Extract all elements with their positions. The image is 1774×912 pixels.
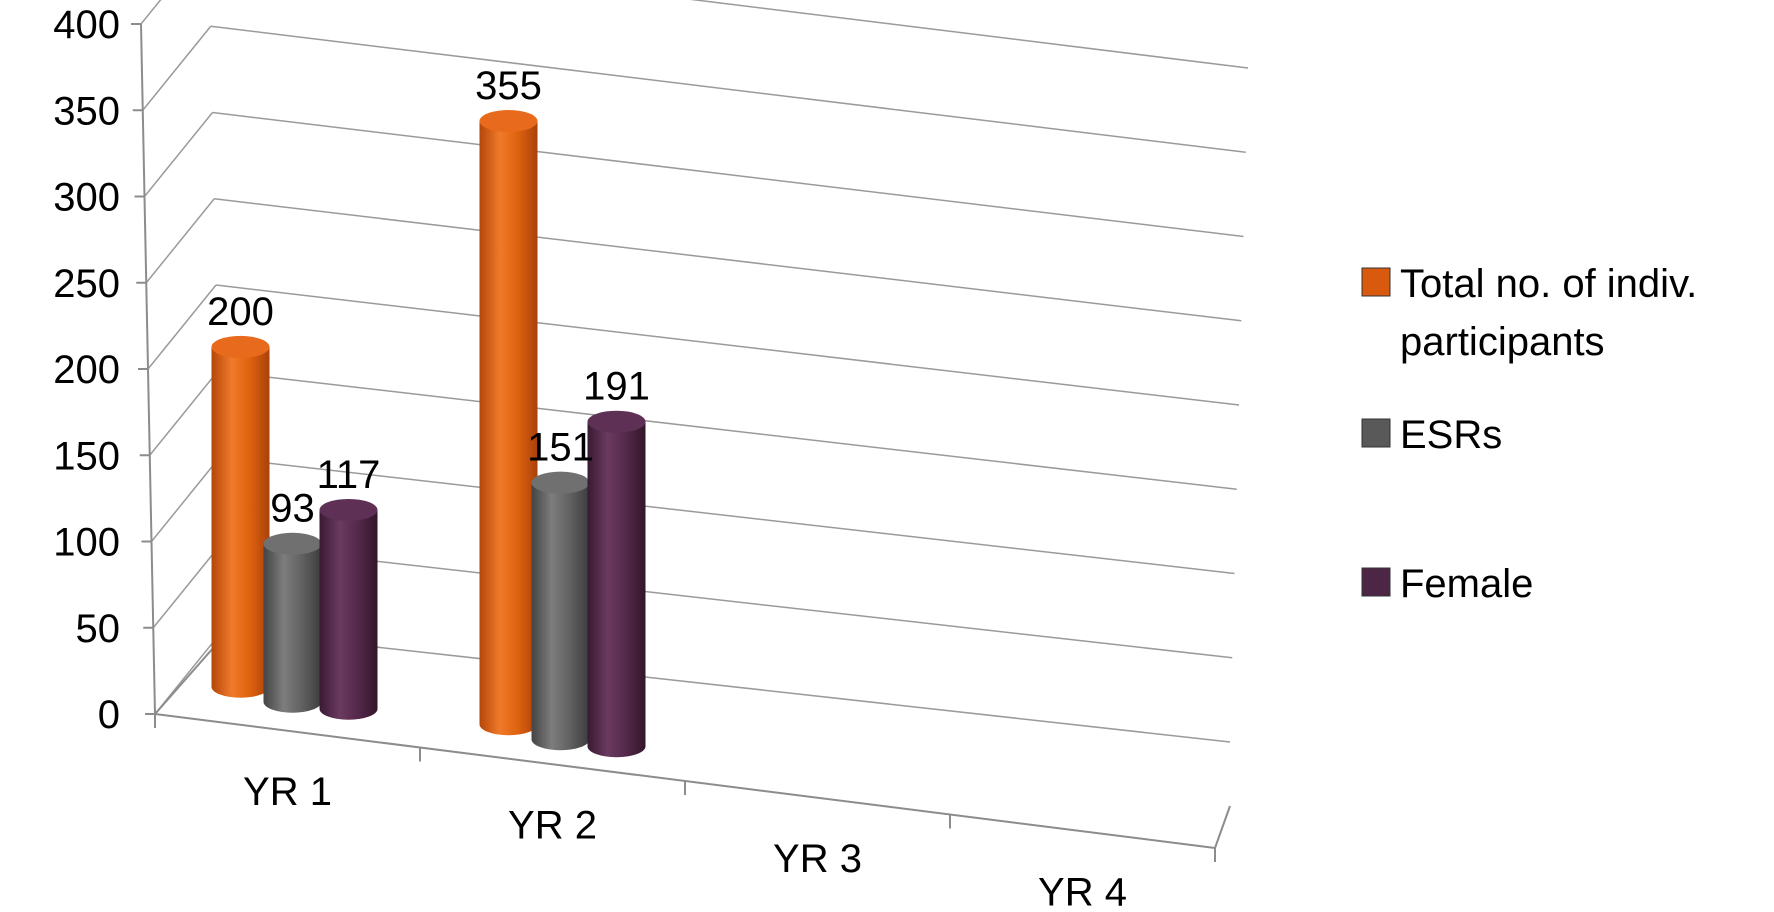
bar-body xyxy=(263,543,322,713)
legend-label: ESRs xyxy=(1400,413,1502,457)
bar xyxy=(263,532,322,713)
gridline-left-wall xyxy=(147,284,217,370)
y-tick-label: 350 xyxy=(53,89,120,133)
gridline-left-wall xyxy=(140,0,162,25)
y-tick-label: 0 xyxy=(98,693,120,737)
gridlines xyxy=(140,0,1249,743)
y-tick-label: 150 xyxy=(53,434,120,478)
gridline-left-wall xyxy=(152,543,222,629)
y-tick-label: 50 xyxy=(76,607,121,651)
bar-body xyxy=(531,482,590,751)
x-axis-category-labels: YR 1 YR 2 YR 3 YR 4 xyxy=(243,770,1127,912)
gridline-back-wall xyxy=(219,456,1235,575)
data-labels: 200 355 93 151 117 191 xyxy=(207,64,650,531)
data-label: 355 xyxy=(475,64,542,108)
y-tick-label: 200 xyxy=(53,348,120,392)
bar-cap xyxy=(479,110,538,133)
gridline-back-wall xyxy=(689,0,1249,69)
bar-cap xyxy=(319,498,378,521)
gridline-back-wall xyxy=(212,111,1244,238)
gridline-left-wall xyxy=(149,370,219,456)
gridline-back-wall xyxy=(221,543,1233,659)
bar-body xyxy=(211,346,270,698)
bar-cap xyxy=(587,410,646,433)
bar xyxy=(479,110,538,736)
gridline-left-wall xyxy=(143,112,214,197)
gridline-back-wall xyxy=(217,370,1237,490)
legend-label: participants xyxy=(1400,320,1605,364)
y-tick-label: 250 xyxy=(53,262,120,306)
legend-swatch xyxy=(1361,267,1391,297)
bar-cap xyxy=(531,471,590,494)
bar-cap xyxy=(263,532,322,555)
gridline-back-wall xyxy=(214,198,1242,322)
bar-body xyxy=(479,121,538,736)
legend-swatch xyxy=(1361,418,1391,448)
y-tick-label: 400 xyxy=(53,3,120,47)
legend: Total no. of indiv. participants ESRs Femal… xyxy=(1361,262,1697,606)
bar-body xyxy=(587,421,646,758)
gridline-left-wall xyxy=(150,457,221,542)
bar xyxy=(319,498,378,720)
data-label: 93 xyxy=(270,487,315,531)
legend-label: Female xyxy=(1400,562,1533,606)
bar-body xyxy=(319,509,378,720)
bars xyxy=(211,110,646,758)
bar xyxy=(531,471,590,751)
gridline-left-wall xyxy=(145,198,215,284)
x-category-label: YR 1 xyxy=(243,770,332,814)
x-category-label: YR 3 xyxy=(773,837,862,881)
data-label: 200 xyxy=(207,290,274,334)
axes xyxy=(131,23,1231,862)
bar xyxy=(211,335,270,698)
data-label: 151 xyxy=(527,426,594,470)
y-tick-label: 300 xyxy=(53,176,120,220)
legend-label: Total no. of indiv. xyxy=(1400,262,1697,306)
bar-cap xyxy=(211,335,270,358)
gridline-left-wall xyxy=(142,25,212,111)
gridline-back-wall xyxy=(210,25,1246,153)
legend-swatch xyxy=(1361,567,1391,597)
x-category-label: YR 2 xyxy=(508,803,597,847)
bar xyxy=(587,410,646,758)
data-label: 191 xyxy=(583,365,650,409)
floor-right-edge xyxy=(1214,805,1231,849)
gridline-back-wall xyxy=(215,284,1240,406)
x-category-label: YR 4 xyxy=(1038,870,1127,912)
y-tick-label: 100 xyxy=(53,521,120,565)
y-axis-tick-labels: 0 50 100 150 200 250 300 350 400 xyxy=(53,3,120,737)
data-label: 117 xyxy=(317,453,381,497)
gridline-back-wall xyxy=(222,629,1231,743)
